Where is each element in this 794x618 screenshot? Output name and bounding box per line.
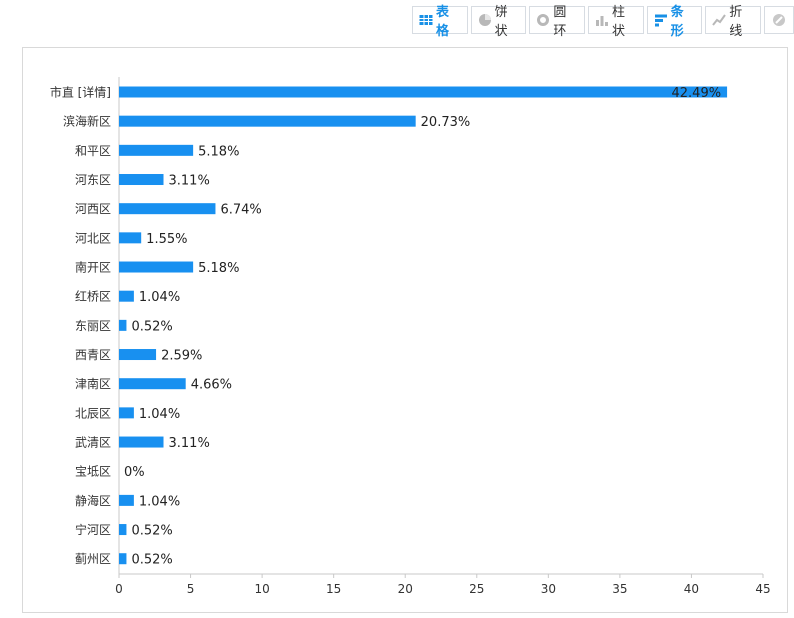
donut-chart-icon [536, 13, 550, 27]
category-label: 南开区 [75, 260, 111, 275]
category-label: 河北区 [75, 231, 111, 245]
line-chart-button[interactable]: 折线 [705, 5, 761, 39]
donut-chart-button[interactable]: 圆环 [529, 5, 585, 39]
bar [119, 494, 134, 506]
bar [119, 261, 194, 273]
bar [119, 290, 134, 302]
bar-value-label: 0.52% [131, 524, 172, 539]
x-tick-label: 40 [684, 582, 699, 596]
bar-value-label: 42.49% [672, 86, 722, 101]
category-label: 滨海新区 [63, 114, 111, 129]
bar [119, 115, 416, 127]
bar-value-label: 0.52% [131, 319, 172, 334]
table-view-button[interactable]: 表格 [412, 5, 468, 39]
category-label: 东丽区 [75, 319, 111, 333]
category-label: 河西区 [75, 202, 111, 216]
bar-value-label: 1.04% [139, 494, 180, 509]
bar-chart: 0 5 10 15 20 25 30 35 40 45 市直 [详情] 42.49% 滨海新区 20.73… [50, 77, 771, 596]
x-tick-label: 5 [187, 582, 195, 596]
category-label: 津南区 [75, 376, 111, 391]
column-chart-button[interactable]: 柱状 [587, 5, 644, 39]
chart-type-toolbar: 表格 饼状 圆环 柱状 条形 折线 [412, 5, 794, 39]
category-label: 蓟州区 [75, 552, 111, 566]
bar [119, 436, 164, 448]
bar-value-label: 3.11% [169, 174, 210, 189]
donut-chart-label: 圆环 [553, 5, 567, 39]
category-label: 和平区 [75, 144, 111, 158]
bar-chart-icon [654, 13, 668, 27]
bar-value-label: 1.04% [139, 407, 180, 422]
bar-value-label: 1.04% [139, 290, 180, 305]
column-chart-label: 柱状 [611, 5, 625, 39]
category-label: 宝坻区 [75, 464, 111, 479]
bar-value-label: 3.11% [169, 436, 210, 451]
category-label: 西青区 [75, 348, 111, 362]
pie-chart-icon [478, 13, 492, 27]
bar-value-label: 6.74% [220, 203, 261, 218]
category-label: 宁河区 [75, 522, 111, 537]
bar-chart-button[interactable]: 条形 [646, 5, 703, 39]
pie-chart-button[interactable]: 饼状 [470, 5, 527, 39]
line-chart-icon [712, 13, 727, 27]
chart-panel: 0 5 10 15 20 25 30 35 40 45 市直 [详情] 42.49% 滨海新区 20.73… [22, 47, 788, 613]
bar-value-label: 5.18% [198, 144, 239, 159]
bar [119, 378, 186, 390]
bar-chart-label: 条形 [670, 5, 684, 39]
bar [119, 553, 127, 565]
category-label: 红桥区 [75, 289, 111, 304]
x-tick-label: 45 [755, 582, 770, 596]
x-tick-label: 10 [254, 582, 269, 596]
x-tick-label: 0 [115, 582, 123, 596]
bar-value-label: 0% [124, 465, 145, 480]
bar [119, 174, 164, 186]
bar [119, 203, 216, 215]
bar [119, 349, 157, 361]
bar [119, 319, 127, 331]
bar [119, 524, 127, 536]
x-tick-label: 30 [541, 582, 556, 596]
category-label: 市直 [详情] [50, 85, 111, 100]
x-tick-label: 15 [326, 582, 341, 596]
category-label: 河东区 [75, 173, 111, 187]
table-icon [419, 13, 433, 27]
bar [119, 86, 728, 98]
column-chart-icon [595, 13, 609, 27]
x-tick-label: 25 [469, 582, 484, 596]
disable-icon [772, 13, 786, 27]
line-chart-label: 折线 [729, 5, 743, 39]
category-label: 武清区 [75, 436, 111, 450]
x-tick-label: 35 [612, 582, 627, 596]
category-label: 北辰区 [75, 406, 111, 420]
bar-value-label: 1.55% [146, 232, 187, 247]
bar-value-label: 20.73% [421, 115, 471, 130]
bar [119, 232, 142, 244]
bar-value-label: 2.59% [161, 349, 202, 364]
bar [119, 407, 134, 419]
bar-value-label: 4.66% [191, 378, 232, 393]
table-view-label: 表格 [436, 5, 450, 39]
bar-value-label: 0.52% [131, 553, 172, 568]
disable-button[interactable] [763, 6, 794, 34]
category-label: 静海区 [75, 493, 111, 508]
bar [119, 144, 194, 156]
x-tick-label: 20 [398, 582, 413, 596]
bar-value-label: 5.18% [198, 261, 239, 276]
pie-chart-label: 饼状 [494, 5, 508, 39]
